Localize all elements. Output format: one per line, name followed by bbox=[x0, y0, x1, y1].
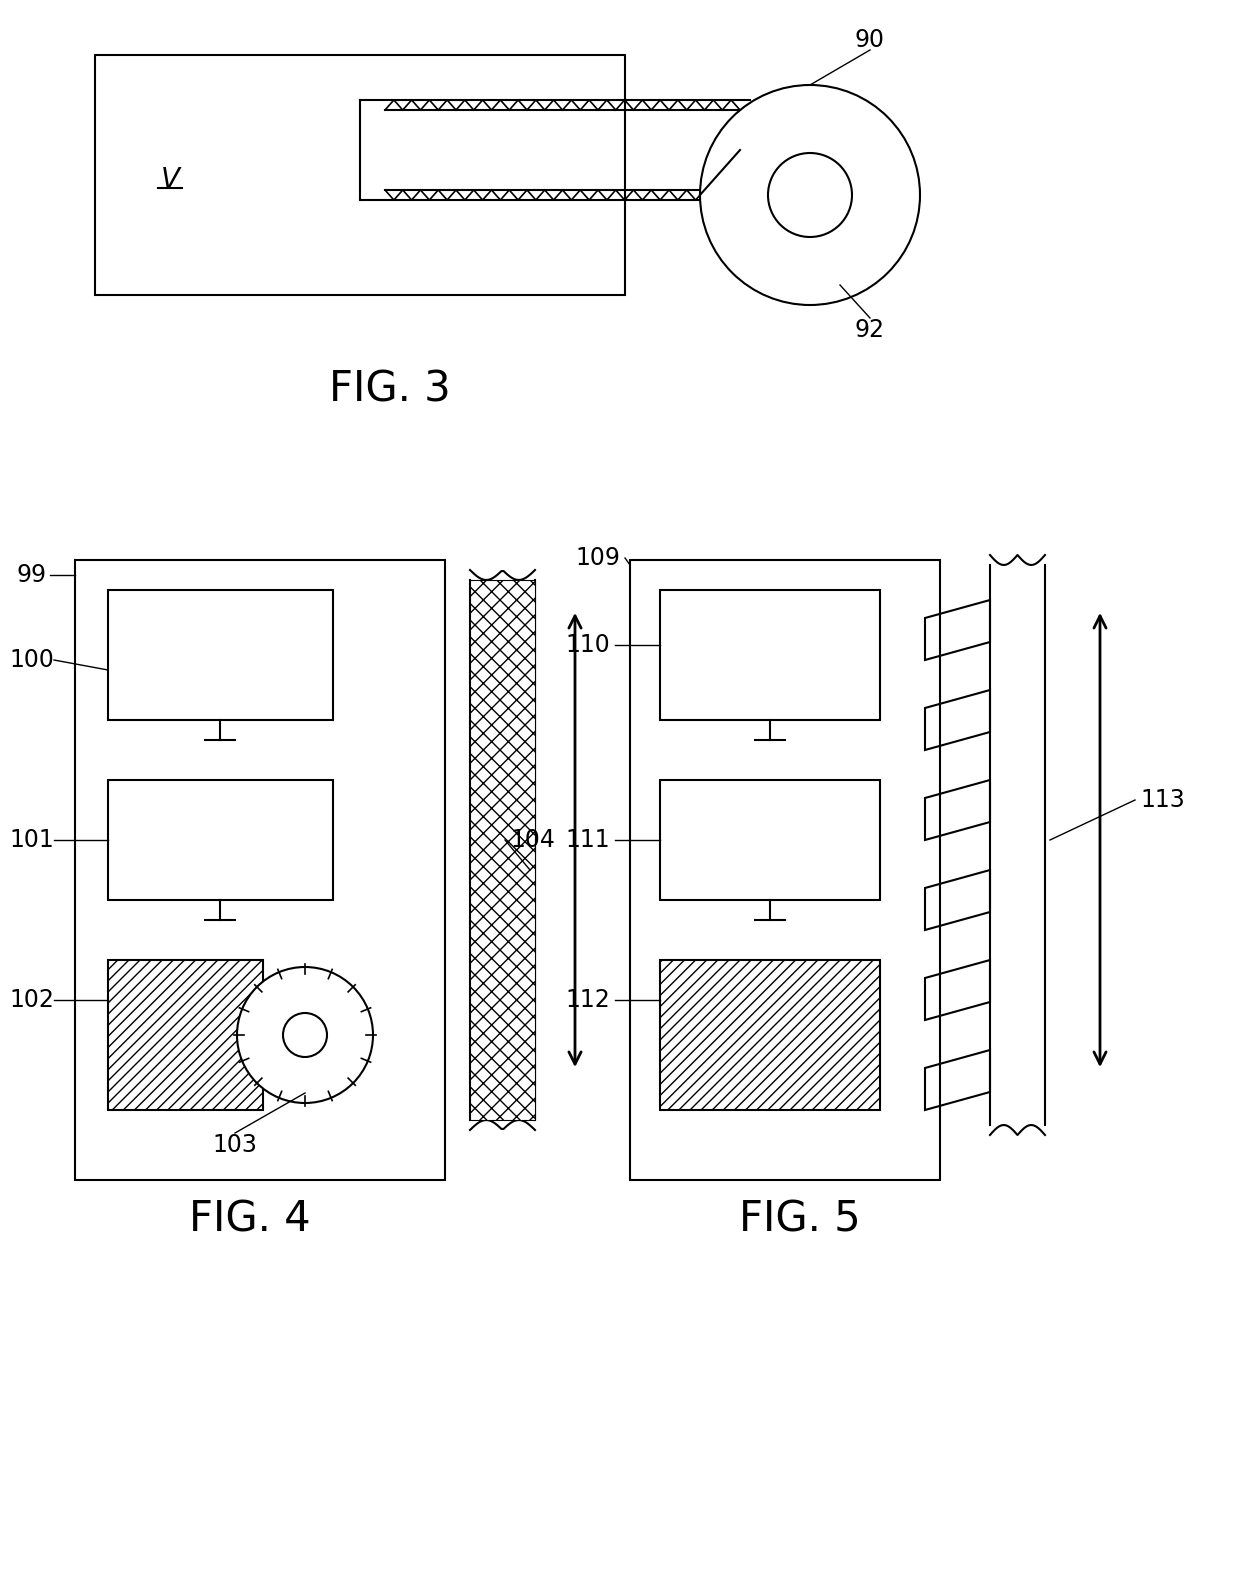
Bar bbox=[108, 780, 334, 901]
Bar bbox=[74, 560, 445, 1181]
Text: FIG. 5: FIG. 5 bbox=[739, 1200, 861, 1241]
Circle shape bbox=[768, 153, 852, 237]
Bar bbox=[630, 560, 940, 1181]
Text: 102: 102 bbox=[10, 988, 55, 1012]
Bar bbox=[660, 590, 880, 721]
Circle shape bbox=[283, 1013, 327, 1056]
Text: 113: 113 bbox=[1140, 788, 1184, 811]
Bar bbox=[108, 959, 263, 1111]
Circle shape bbox=[701, 84, 920, 305]
Bar bbox=[95, 56, 625, 294]
Text: 101: 101 bbox=[10, 827, 55, 853]
Text: 103: 103 bbox=[212, 1133, 258, 1157]
Bar bbox=[108, 590, 334, 721]
Text: 112: 112 bbox=[565, 988, 610, 1012]
Bar bbox=[470, 581, 534, 1120]
Text: 109: 109 bbox=[575, 546, 620, 570]
Text: FIG. 3: FIG. 3 bbox=[329, 369, 451, 410]
Text: 100: 100 bbox=[10, 648, 55, 671]
Text: 111: 111 bbox=[565, 827, 610, 853]
Bar bbox=[660, 959, 880, 1111]
Text: 99: 99 bbox=[17, 563, 47, 587]
Text: FIG. 4: FIG. 4 bbox=[190, 1200, 311, 1241]
Text: 110: 110 bbox=[565, 633, 610, 657]
Text: 90: 90 bbox=[856, 29, 885, 53]
Bar bbox=[660, 780, 880, 901]
Text: 92: 92 bbox=[856, 318, 885, 342]
Text: V: V bbox=[160, 165, 180, 194]
Circle shape bbox=[237, 967, 373, 1103]
Text: 104: 104 bbox=[510, 827, 554, 853]
